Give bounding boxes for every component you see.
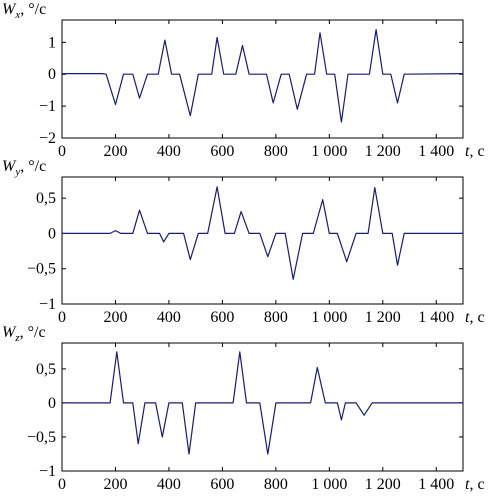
series-line-0 <box>62 29 464 123</box>
y-tick-label: −1 <box>39 296 56 313</box>
chart-panel-2: 0 200 400 600 800 1 000 1 200 1 400 0,5 0 −0,5 −1 Wz… <box>2 324 485 493</box>
x-tick-label: 400 <box>157 309 181 326</box>
chart-panel-0: 0 200 400 600 800 1 000 1 200 1 400 1 0 −1 −2 Wx, °/… <box>2 1 485 160</box>
x-tick-label: 0 <box>58 143 66 160</box>
y-tick-label: −0,5 <box>27 261 56 278</box>
y-tick-label: −1 <box>39 98 56 115</box>
x-axis-label: t, c <box>465 309 485 326</box>
x-tick-label: 1 000 <box>311 476 347 493</box>
y-tick-label: 0,5 <box>36 361 56 378</box>
x-tick-label: 1 200 <box>365 143 401 160</box>
y-axis-label: Wz, °/c <box>2 324 46 344</box>
x-tick-label: 800 <box>264 476 288 493</box>
x-tick-label: 1 200 <box>365 476 401 493</box>
y-tick-label: −0,5 <box>27 429 56 446</box>
x-tick-label: 1 000 <box>311 143 347 160</box>
y-tick-label: 0 <box>48 66 56 83</box>
x-tick-label: 0 <box>58 309 66 326</box>
x-tick-label: 800 <box>264 309 288 326</box>
x-tick-label: 600 <box>210 309 234 326</box>
x-tick-label: 200 <box>103 309 127 326</box>
chart-panel-1: 0 200 400 600 800 1 000 1 200 1 400 0,5 0 −0,5 −1 Wy… <box>2 158 485 326</box>
x-tick-label: 1 400 <box>418 143 454 160</box>
x-axis-label: t, c <box>465 143 485 160</box>
plot-frame <box>61 176 464 305</box>
x-tick-label: 1 400 <box>418 476 454 493</box>
x-tick-label: 200 <box>103 143 127 160</box>
x-tick-label: 400 <box>157 143 181 160</box>
plot-frame <box>61 19 464 139</box>
x-tick-label: 400 <box>157 476 181 493</box>
y-tick-label: 0,5 <box>36 190 56 207</box>
x-tick-label: 200 <box>103 476 127 493</box>
x-axis-label: t, c <box>465 476 485 493</box>
y-axis-label: Wy, °/c <box>2 158 46 178</box>
y-tick-label: −1 <box>39 463 56 480</box>
y-tick-label: −2 <box>39 130 56 147</box>
y-axis-label: Wx, °/c <box>2 1 46 21</box>
x-tick-label: 800 <box>264 143 288 160</box>
y-tick-label: 1 <box>48 34 56 51</box>
x-tick-label: 1 400 <box>418 309 454 326</box>
x-tick-label: 1 000 <box>311 309 347 326</box>
y-tick-label: 0 <box>48 395 56 412</box>
series-line-0 <box>62 186 463 280</box>
x-tick-label: 600 <box>210 143 234 160</box>
series-line-0 <box>62 351 463 455</box>
x-tick-label: 0 <box>58 476 66 493</box>
x-tick-label: 600 <box>210 476 234 493</box>
y-tick-label: 0 <box>48 225 56 242</box>
x-tick-label: 1 200 <box>365 309 401 326</box>
plot-frame <box>61 342 464 472</box>
